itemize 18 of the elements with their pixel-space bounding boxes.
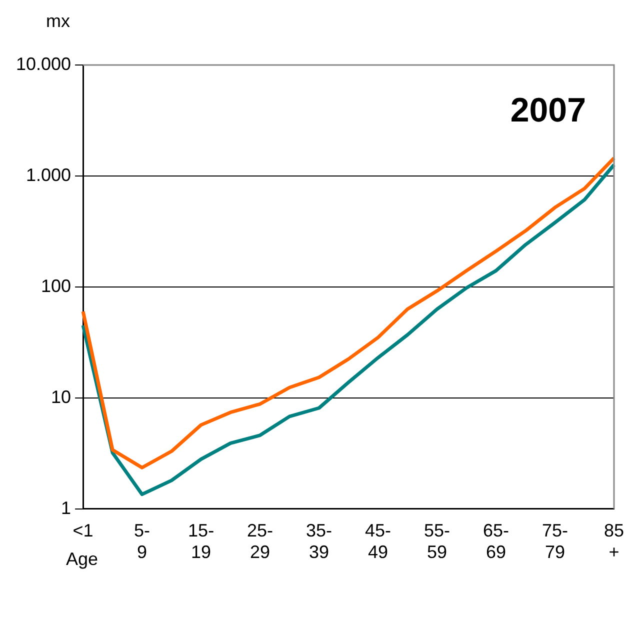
x-tick-label: 25-29 [247,520,274,562]
y-tick-label: 10.000 [16,54,72,74]
y-tick-label: 1 [61,498,72,518]
x-tick-label: 5-9 [134,520,150,562]
x-tick-label: 75-79 [542,520,568,562]
x-axis-title: Age [66,548,98,569]
text: 2007 [510,91,586,130]
y-tick-label: 1.000 [26,164,72,185]
y-tick-label: 100 [41,276,72,296]
x-tick-label: <1 [72,520,94,541]
y-tick-label: 10 [51,386,72,407]
y-axis-title: mx [46,10,70,31]
x-tick-label: 85+ [604,520,624,562]
x-tick-label: 45-49 [365,520,392,562]
x-tick-label: 15-19 [188,520,214,562]
x-tick-label: 55-59 [424,520,450,562]
x-tick-label: 65-69 [483,520,510,562]
x-tick-label: 35-39 [306,520,332,562]
